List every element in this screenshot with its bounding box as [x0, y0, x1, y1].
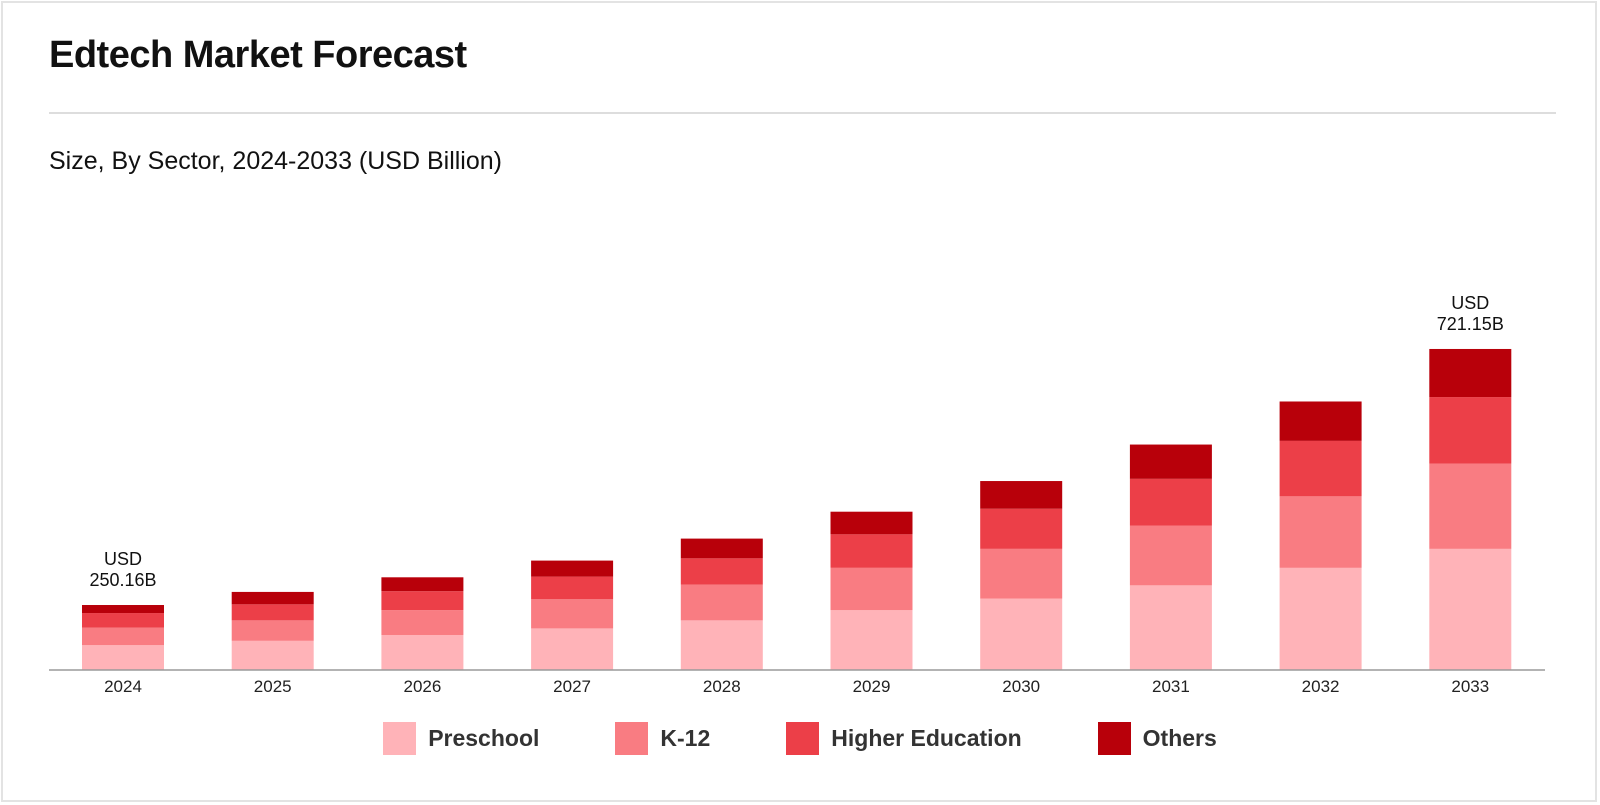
x-tick-label-2025: 2025 [254, 677, 292, 696]
x-tick-label-2031: 2031 [1152, 677, 1190, 696]
bar-others-2031 [1129, 444, 1212, 479]
bar-k-12-2029 [830, 567, 913, 611]
total-label-2024-line-1: USD [104, 549, 142, 569]
total-label-2024-line-2: 250.16B [89, 570, 156, 590]
bar-preschool-2031 [1129, 585, 1212, 670]
bar-higher-education-2024 [82, 613, 164, 628]
total-label-2033-line-1: USD [1451, 293, 1489, 313]
x-tick-labels: 2024 2025 2026 2027 2028 2029 2030 2031 2032 2033 [104, 677, 1489, 696]
bar-preschool-2028 [680, 620, 763, 670]
legend-item-higher-education: Higher Education [786, 722, 1022, 755]
bar-preschool-2027 [531, 628, 614, 670]
bar-higher-education-2031 [1129, 478, 1212, 526]
legend-swatch-others [1097, 722, 1131, 755]
bar-preschool-2024 [82, 645, 164, 670]
chart-subtitle: Size, By Sector, 2024-2033 (USD Billion) [49, 147, 502, 175]
total-label-2033-line-2: 721.15B [1437, 314, 1504, 334]
x-tick-label-2028: 2028 [703, 677, 741, 696]
x-tick-label-2030: 2030 [1002, 677, 1040, 696]
legend-label-others: Others [1142, 725, 1217, 751]
bar-k-12-2027 [531, 599, 614, 629]
bar-others-2032 [1279, 401, 1362, 441]
bar-higher-education-2027 [531, 576, 614, 600]
x-tick-label-2033: 2033 [1451, 677, 1489, 696]
bar-others-2029 [830, 511, 913, 535]
bar-k-12-2032 [1279, 496, 1362, 568]
bar-higher-education-2028 [680, 558, 763, 585]
chart-legend: Preschool K-12 Higher Education Others [0, 722, 1600, 755]
bar-others-2030 [980, 481, 1063, 509]
bar-k-12-2026 [381, 610, 464, 635]
legend-label-higher-education: Higher Education [831, 725, 1022, 751]
bar-others-2025 [231, 591, 314, 605]
title-divider [49, 112, 1556, 114]
bar-k-12-2033 [1429, 463, 1512, 549]
bars-layer [82, 348, 1512, 670]
bar-k-12-2025 [231, 620, 314, 641]
bar-others-2026 [381, 577, 464, 592]
bar-higher-education-2030 [980, 508, 1063, 549]
bar-higher-education-2025 [231, 604, 314, 621]
legend-swatch-preschool [383, 722, 417, 755]
legend-item-others: Others [1097, 722, 1217, 755]
x-tick-label-2029: 2029 [853, 677, 891, 696]
bar-preschool-2026 [381, 634, 464, 670]
bar-others-2028 [680, 538, 763, 559]
bar-k-12-2024 [82, 627, 164, 646]
bar-k-12-2030 [980, 548, 1063, 599]
legend-label-k-12: K-12 [660, 725, 711, 751]
bar-others-2033 [1429, 348, 1512, 398]
bar-preschool-2030 [980, 598, 1063, 670]
x-tick-label-2027: 2027 [553, 677, 591, 696]
legend-item-preschool: Preschool [383, 722, 539, 755]
legend-swatch-higher-education [786, 722, 820, 755]
page-title: Edtech Market Forecast [49, 34, 467, 76]
bar-preschool-2029 [830, 610, 913, 670]
bar-others-2024 [82, 605, 164, 614]
bar-k-12-2031 [1129, 525, 1212, 586]
bar-preschool-2032 [1279, 567, 1362, 670]
bar-higher-education-2029 [830, 534, 913, 568]
bar-preschool-2033 [1429, 548, 1512, 670]
bar-higher-education-2032 [1279, 440, 1362, 497]
bar-higher-education-2026 [381, 591, 464, 611]
bar-others-2027 [531, 560, 614, 577]
legend-swatch-k-12 [615, 722, 649, 755]
x-tick-label-2032: 2032 [1302, 677, 1340, 696]
bar-k-12-2028 [680, 584, 763, 621]
bar-higher-education-2033 [1429, 397, 1512, 464]
legend-item-k-12: K-12 [615, 722, 710, 755]
bar-preschool-2025 [231, 640, 314, 670]
x-tick-label-2026: 2026 [403, 677, 441, 696]
x-tick-label-2024: 2024 [104, 677, 142, 696]
legend-label-preschool: Preschool [428, 725, 540, 751]
